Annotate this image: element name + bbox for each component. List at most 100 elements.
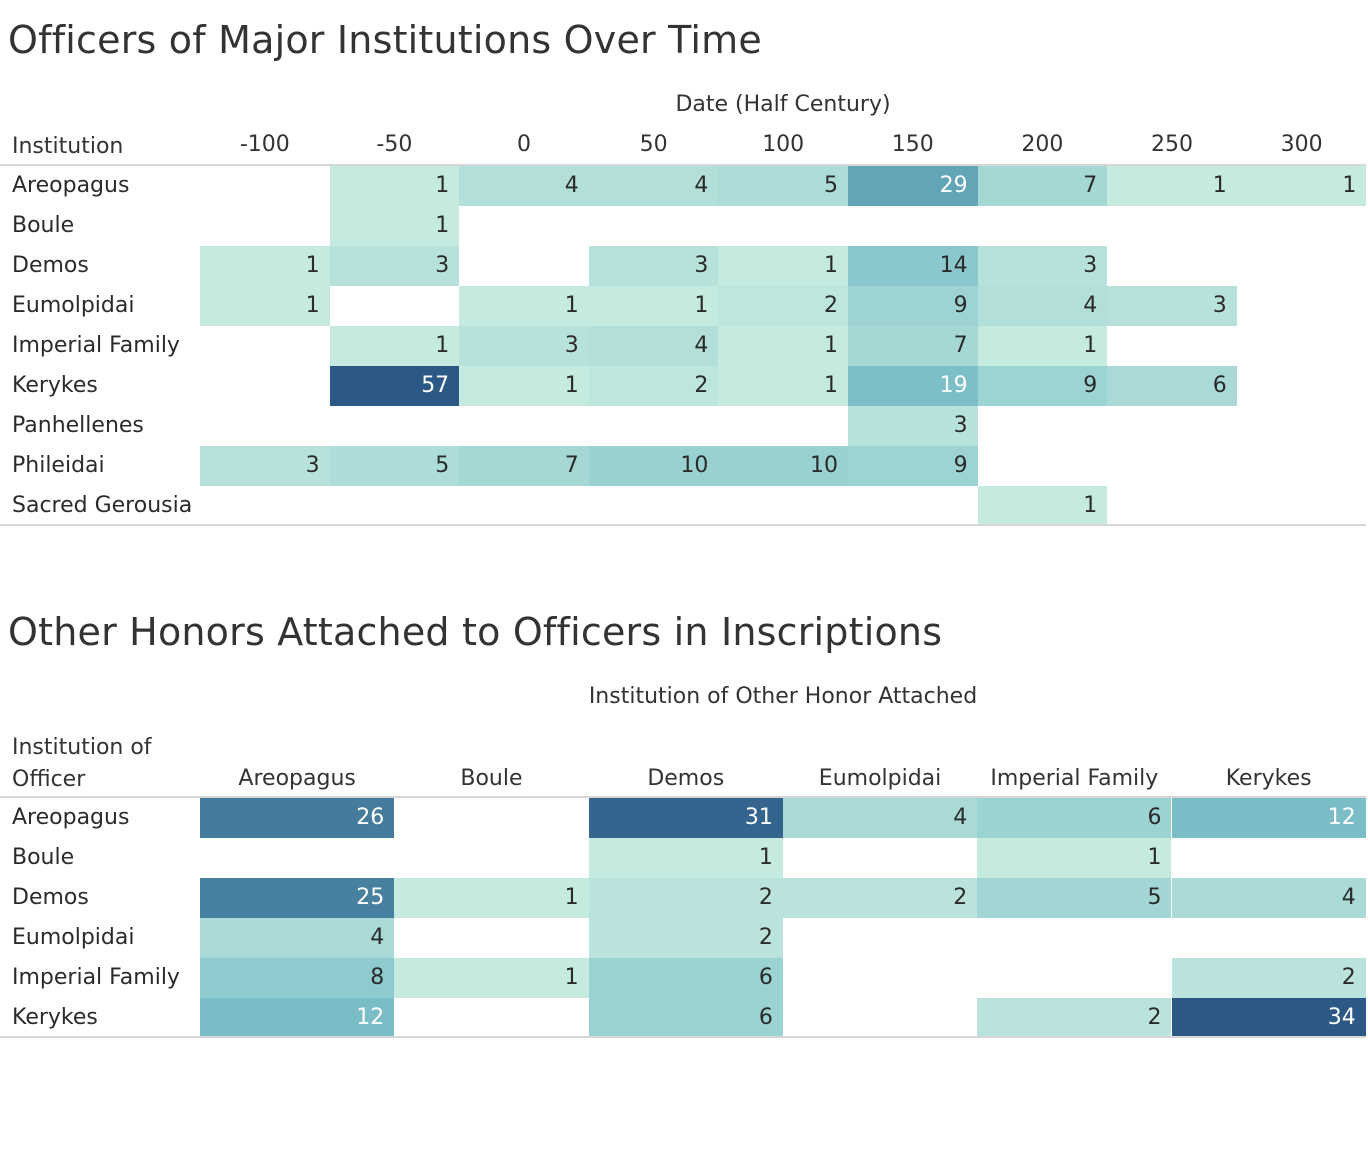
chart2-cell: 1 <box>977 838 1172 878</box>
chart2-cell: 2 <box>782 878 978 918</box>
chart1-cell: 1 <box>1236 166 1367 206</box>
chart1-cell: 10 <box>718 446 848 486</box>
chart2-cell: 12 <box>200 998 395 1038</box>
chart1-cell: 1 <box>588 286 719 326</box>
chart1-cell: 4 <box>588 166 719 206</box>
chart1-cell: 1 <box>329 326 460 366</box>
chart1-title: Officers of Major Institutions Over Time <box>8 18 762 62</box>
chart1-cell: 4 <box>588 326 719 366</box>
chart2-column-header: Areopagus <box>238 766 356 791</box>
chart1-cell: 2 <box>718 286 848 326</box>
chart1-cell: 19 <box>848 366 978 406</box>
chart2-cell: 34 <box>1171 998 1366 1038</box>
chart1-cell: 14 <box>848 246 978 286</box>
chart1-cell: 3 <box>459 326 589 366</box>
chart2-x-axis-title: Institution of Other Honor Attached <box>588 684 978 709</box>
chart1-cell: 5 <box>329 446 460 486</box>
chart2-cell: 31 <box>588 798 783 838</box>
chart1-cell: 9 <box>848 446 978 486</box>
chart1-column-header: -100 <box>239 132 290 157</box>
chart1-cell: 3 <box>977 246 1108 286</box>
chart1-cell: 1 <box>329 206 460 246</box>
chart1-x-axis-title: Date (Half Century) <box>675 92 891 117</box>
chart1-cell: 1 <box>1107 166 1237 206</box>
chart1-cell: 3 <box>329 246 460 286</box>
chart1-cell: 6 <box>1107 366 1237 406</box>
chart2-cell: 1 <box>394 958 589 998</box>
chart1-cell: 9 <box>977 366 1108 406</box>
chart1-column-header: 50 <box>639 132 668 157</box>
chart2-cell: 4 <box>782 798 978 838</box>
chart2-cell: 2 <box>588 878 783 918</box>
chart1-cell: 7 <box>977 166 1108 206</box>
chart1-row-label: Imperial Family <box>12 333 180 358</box>
chart1-column-header: 150 <box>891 132 934 157</box>
chart1-cell: 3 <box>848 406 978 446</box>
chart1-cell: 1 <box>329 166 460 206</box>
chart1-column-header: 0 <box>516 132 531 157</box>
chart1-cell: 1 <box>718 366 848 406</box>
chart2-cell: 12 <box>1171 798 1366 838</box>
chart2-cell: 26 <box>200 798 395 838</box>
chart1-column-header: 100 <box>762 132 805 157</box>
chart1-cell: 1 <box>459 366 589 406</box>
chart2-row-label: Kerykes <box>12 1005 98 1030</box>
chart2-cell: 4 <box>200 918 395 958</box>
chart1-cell: 4 <box>977 286 1108 326</box>
chart1-cell: 1 <box>200 286 330 326</box>
chart1-cell: 1 <box>977 486 1108 526</box>
chart1-cell: 3 <box>200 446 330 486</box>
chart1-cell: 1 <box>718 246 848 286</box>
chart1-row-label: Sacred Gerousia <box>12 493 193 518</box>
chart1-cell: 10 <box>588 446 719 486</box>
chart1-header-divider <box>0 164 1366 166</box>
chart1-row-label: Boule <box>12 213 75 238</box>
chart1-cell: 5 <box>718 166 848 206</box>
chart2-cell: 1 <box>394 878 589 918</box>
chart2-header-divider <box>0 796 1366 798</box>
chart2-cell: 6 <box>977 798 1172 838</box>
chart2-cell: 6 <box>588 958 783 998</box>
chart1-row-label: Phileidai <box>12 453 105 478</box>
chart1-cell: 9 <box>848 286 978 326</box>
chart2-cell: 4 <box>1171 878 1366 918</box>
chart2-title: Other Honors Attached to Officers in Ins… <box>8 610 943 654</box>
chart2-cell: 6 <box>588 998 783 1038</box>
chart2-cell: 25 <box>200 878 395 918</box>
chart1-cell: 7 <box>459 446 589 486</box>
chart1-cell: 1 <box>718 326 848 366</box>
chart1-column-header: -50 <box>376 132 413 157</box>
chart1-column-header: 300 <box>1280 132 1323 157</box>
chart2-column-header: Eumolpidai <box>818 766 942 791</box>
chart2-cell: 8 <box>200 958 395 998</box>
chart2-cell: 2 <box>588 918 783 958</box>
chart2-row-label: Boule <box>12 845 75 870</box>
chart1-cell: 1 <box>459 286 589 326</box>
chart2-row-label: Imperial Family <box>12 965 180 990</box>
chart1-cell: 7 <box>848 326 978 366</box>
chart1-cell: 1 <box>977 326 1108 366</box>
chart1-row-label: Areopagus <box>12 173 130 198</box>
chart2-bottom-divider <box>0 1036 1366 1038</box>
chart1-column-header: 200 <box>1021 132 1064 157</box>
chart1-cell: 3 <box>588 246 719 286</box>
chart2-column-header: Imperial Family <box>990 766 1159 791</box>
chart1-row-label: Panhellenes <box>12 413 144 438</box>
chart1-row-label: Eumolpidai <box>12 293 135 318</box>
chart2-cell: 2 <box>1171 958 1366 998</box>
chart2-row-label: Areopagus <box>12 805 130 830</box>
chart1-cell: 2 <box>588 366 719 406</box>
chart1-column-header: 250 <box>1150 132 1193 157</box>
chart2-cell: 1 <box>588 838 783 878</box>
chart2-cell: 2 <box>977 998 1172 1038</box>
chart1-cell: 4 <box>459 166 589 206</box>
chart2-row-label: Demos <box>12 885 89 910</box>
chart2-column-header: Demos <box>647 766 725 791</box>
chart1-cell: 29 <box>848 166 978 206</box>
chart1-row-label: Kerykes <box>12 373 98 398</box>
chart1-row-label: Demos <box>12 253 89 278</box>
chart1-cell: 3 <box>1107 286 1237 326</box>
chart2-column-header: Kerykes <box>1225 766 1312 791</box>
chart2-cell: 5 <box>977 878 1172 918</box>
chart1-cell: 1 <box>200 246 330 286</box>
